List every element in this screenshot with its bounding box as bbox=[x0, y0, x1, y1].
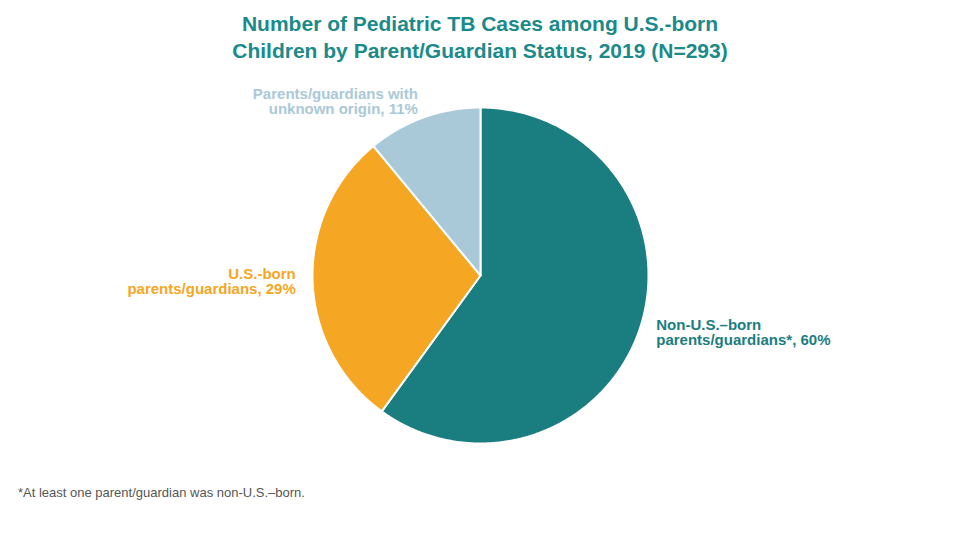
html-text:Number of Pediatric TB Cases a: Number of Pediatric TB Cases among U.S.-… bbox=[232, 12, 728, 63]
svg-text:U.S.-bornparents/guardians, 29: U.S.-bornparents/guardians, 29% bbox=[127, 264, 295, 296]
svg-text:Parents/guardians withunknown: Parents/guardians withunknown origin, 11… bbox=[253, 85, 418, 117]
svg-text:Non-U.S.–bornparents/guardians: Non-U.S.–bornparents/guardians*, 60% bbox=[656, 316, 830, 348]
html-text:*At least one parent/guardian: *At least one parent/guardian was non-U.… bbox=[18, 484, 305, 500]
